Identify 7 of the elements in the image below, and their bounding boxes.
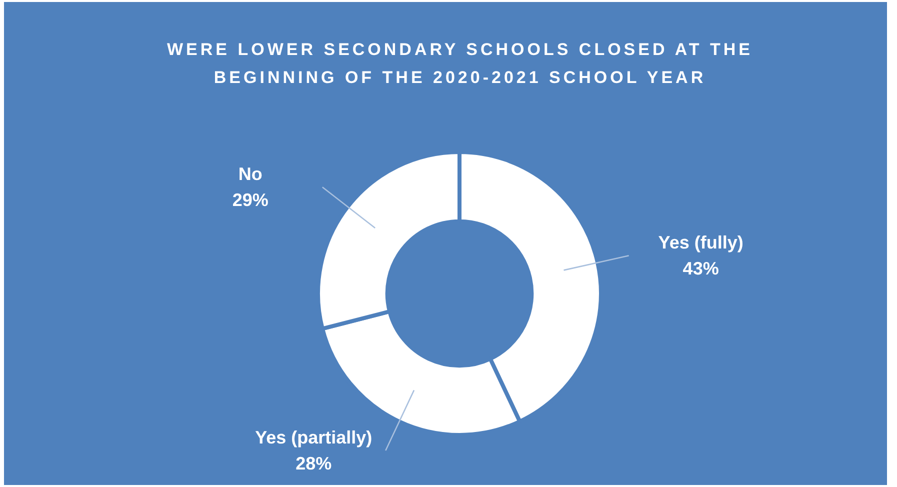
data-label: 43% xyxy=(682,258,719,279)
chart-title: WERE LOWER SECONDARY SCHOOLS CLOSED AT THE BEGINNING OF THE 2020-2021 SCHOOL YEAR xyxy=(166,39,754,89)
slice-label: Yes (partially) xyxy=(255,427,372,448)
data-label: 28% xyxy=(296,453,332,474)
slice-label: No xyxy=(238,164,262,184)
slice-label: Yes (fully) xyxy=(658,232,744,253)
data-label: 29% xyxy=(232,190,268,210)
